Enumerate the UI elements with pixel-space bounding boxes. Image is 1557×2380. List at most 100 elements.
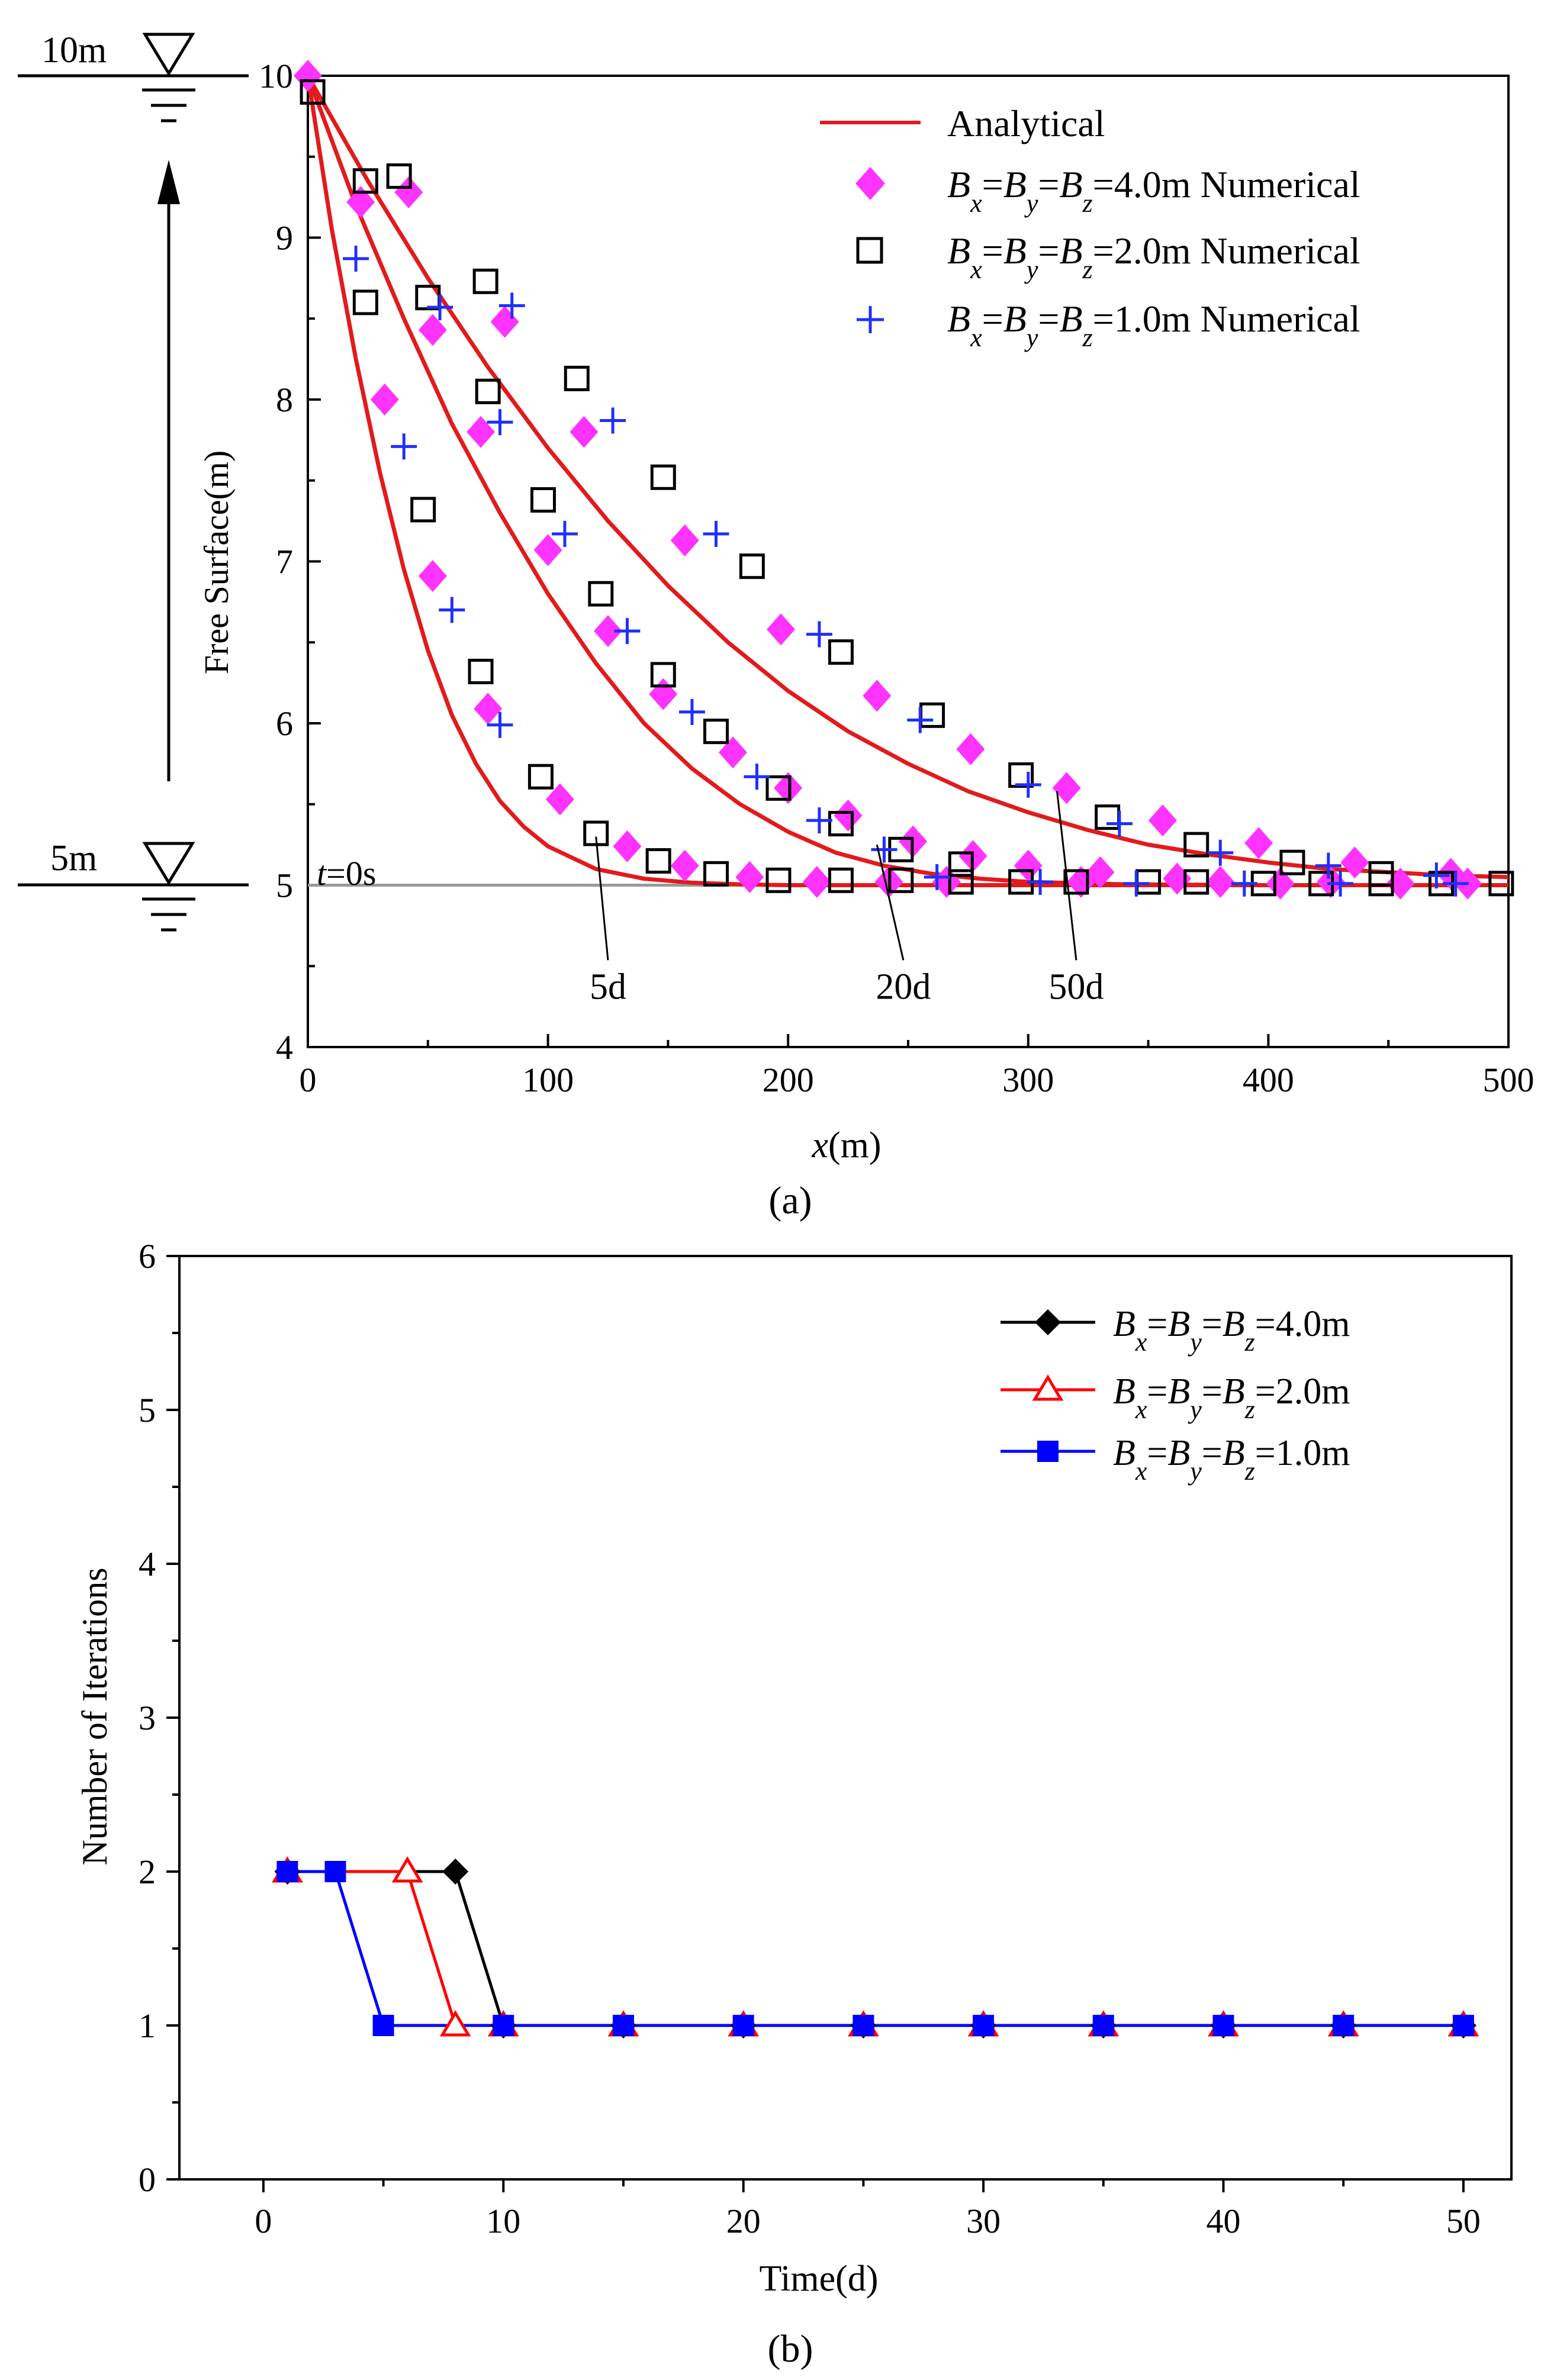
plus-point xyxy=(924,864,950,890)
diamond-point xyxy=(718,736,747,769)
legend-label: Bx=By=Bz=4.0m Numerical xyxy=(947,163,1360,218)
legend-item-b-1m: Bx=By=Bz=1.0m xyxy=(1001,1433,1350,1486)
x-tick-label: 50 xyxy=(1446,2202,1481,2240)
square-point xyxy=(386,163,412,189)
legend-label: Bx=By=Bz=1.0m Numerical xyxy=(947,298,1360,352)
diamond-point xyxy=(863,679,892,712)
plus-point xyxy=(1423,862,1450,889)
x-tick-label: 300 xyxy=(1002,1061,1054,1099)
square-point xyxy=(1333,2015,1355,2036)
diamond-point xyxy=(1206,866,1235,898)
plus-point xyxy=(1106,810,1133,837)
legend-item-analytical: Analytical xyxy=(820,102,1105,144)
square-point xyxy=(472,268,498,294)
diamond-point xyxy=(1052,772,1081,804)
diamond-point xyxy=(1266,867,1295,900)
square-point xyxy=(352,168,378,194)
plus-point xyxy=(487,711,513,738)
square-point xyxy=(948,851,974,877)
y-tick-label: 3 xyxy=(139,1699,156,1737)
x-tick-label: 10 xyxy=(486,2202,520,2240)
legend-label: Bx=By=Bz=2.0m xyxy=(1113,1371,1350,1424)
panel-a-tick-labels: 0 100 200 300 400 500 4 5 6 7 8 9 10 xyxy=(259,57,1535,1099)
plus-point xyxy=(439,597,465,623)
curve-label: 5d xyxy=(590,967,626,1007)
panel-b-label: (b) xyxy=(768,2327,813,2371)
square-point xyxy=(1452,2015,1474,2036)
diamond-point xyxy=(802,866,831,898)
plus-point xyxy=(614,618,641,645)
plus-point xyxy=(1123,870,1150,897)
diamond-point xyxy=(670,524,699,556)
square-point xyxy=(1368,861,1394,887)
legend-item-2m: Bx=By=Bz=2.0m Numerical xyxy=(856,230,1360,284)
square-point xyxy=(1279,849,1305,875)
top-level-triangle-icon xyxy=(142,33,195,76)
diamond-point xyxy=(1340,846,1369,879)
square-point xyxy=(372,2015,394,2036)
callout-line xyxy=(1056,791,1077,961)
up-arrow-icon xyxy=(157,160,180,204)
iteration-markers xyxy=(272,1856,1479,2038)
numerical-points xyxy=(294,60,1514,900)
diamond-point xyxy=(956,733,985,765)
square-point xyxy=(739,553,765,579)
square-point xyxy=(1488,871,1514,897)
bottom-level-label: 5m xyxy=(50,838,97,878)
diamond-point xyxy=(474,693,503,725)
square-point xyxy=(765,775,792,801)
plus-point xyxy=(806,621,832,648)
square-point xyxy=(853,2015,874,2036)
triangle-point xyxy=(439,2010,471,2037)
analytical-curve-50d xyxy=(305,75,1509,880)
x-tick-label: 20 xyxy=(726,2202,761,2240)
diamond-point xyxy=(346,186,375,218)
y-tick-label: 2 xyxy=(139,1853,156,1891)
panel-a-x-axis-label: x(m) xyxy=(811,1125,881,1165)
legend-label: Bx=By=Bz=1.0m xyxy=(1113,1433,1350,1486)
panel-a-frame xyxy=(307,75,1510,1048)
x-tick-label: 100 xyxy=(522,1061,574,1099)
legend-item-4m: Bx=By=Bz=4.0m Numerical xyxy=(855,163,1360,218)
square-point xyxy=(1183,869,1209,895)
y-tick-label: 6 xyxy=(276,704,293,743)
square-point xyxy=(703,719,729,745)
plus-point xyxy=(1207,839,1234,866)
triangle-point xyxy=(391,1856,423,1883)
y-tick-label: 0 xyxy=(139,2160,156,2199)
plus-point xyxy=(744,764,770,790)
plus-point xyxy=(487,409,513,436)
plus-point xyxy=(1231,870,1257,897)
diamond-point xyxy=(1014,849,1043,882)
plus-point xyxy=(1015,771,1041,798)
square-point xyxy=(527,764,554,790)
square-point xyxy=(703,861,729,887)
diamond-point xyxy=(594,615,622,648)
square-point xyxy=(888,867,914,893)
square-point xyxy=(828,639,854,665)
plus-point xyxy=(498,292,525,319)
y-tick-label: 4 xyxy=(139,1545,156,1583)
x-tick-label: 400 xyxy=(1243,1061,1294,1099)
diamond-point xyxy=(467,416,496,448)
plus-point xyxy=(551,521,578,548)
callout-line xyxy=(876,844,905,961)
square-point xyxy=(1183,832,1209,858)
square-point xyxy=(493,2015,514,2036)
legend-item-b-4m: Bx=By=Bz=4.0m xyxy=(1001,1304,1350,1357)
plus-point xyxy=(806,807,832,834)
square-point xyxy=(650,464,676,490)
panel-b-ticks xyxy=(166,1255,1465,2192)
square-point xyxy=(732,2015,754,2036)
square-point xyxy=(650,662,676,688)
plus-point xyxy=(1327,870,1354,897)
diamond-point xyxy=(418,560,447,592)
square-point xyxy=(410,497,436,523)
y-tick-label: 7 xyxy=(276,543,293,581)
diamond-point xyxy=(570,416,599,448)
panel-a-legend: Analytical Bx=By=Bz=4.0m Numerical Bx=By… xyxy=(820,102,1360,352)
legend-label: Bx=By=Bz=4.0m xyxy=(1113,1304,1350,1357)
plus-point xyxy=(343,246,369,272)
top-level-label: 10m xyxy=(41,30,107,70)
panel-a-label: (a) xyxy=(768,1179,812,1222)
